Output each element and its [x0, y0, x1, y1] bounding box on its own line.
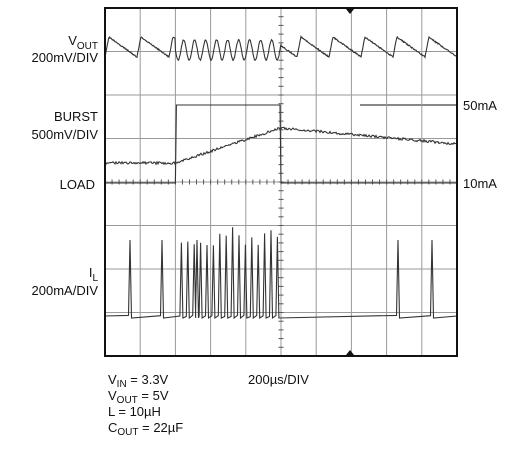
trigger-marker-bottom: [346, 350, 354, 355]
annotation-10ma: 10mA: [463, 176, 497, 191]
annotation-50ma: 50mA: [463, 98, 497, 113]
vout-scale-label: 200mV/DIV: [32, 50, 99, 65]
condition-inductor: L = 10µH: [108, 404, 161, 419]
condition-cout: COUT = 22µF: [108, 420, 184, 438]
test-conditions: VIN = 3.3V VOUT = 5V L = 10µH COUT = 22µ…: [108, 372, 184, 438]
scope-frame: [104, 7, 458, 357]
trigger-marker-top: [346, 9, 354, 14]
burst-channel-label: BURST: [54, 109, 98, 124]
il-channel-label: IL: [89, 265, 99, 284]
vout-trace: [104, 34, 458, 62]
il-trace: [104, 227, 458, 320]
vout-channel-label: VOUT: [68, 33, 98, 52]
condition-vout: VOUT = 5V: [108, 388, 169, 406]
time-per-division: 200µs/DIV: [248, 372, 309, 387]
load-channel-label: LOAD: [60, 177, 95, 192]
load-trace: [105, 104, 457, 184]
burst-trace: [104, 126, 458, 166]
scope-traces: [104, 34, 458, 320]
il-scale-label: 200mA/DIV: [32, 283, 99, 298]
burst-scale-label: 500mV/DIV: [32, 127, 99, 142]
condition-vin: VIN = 3.3V: [108, 372, 169, 390]
